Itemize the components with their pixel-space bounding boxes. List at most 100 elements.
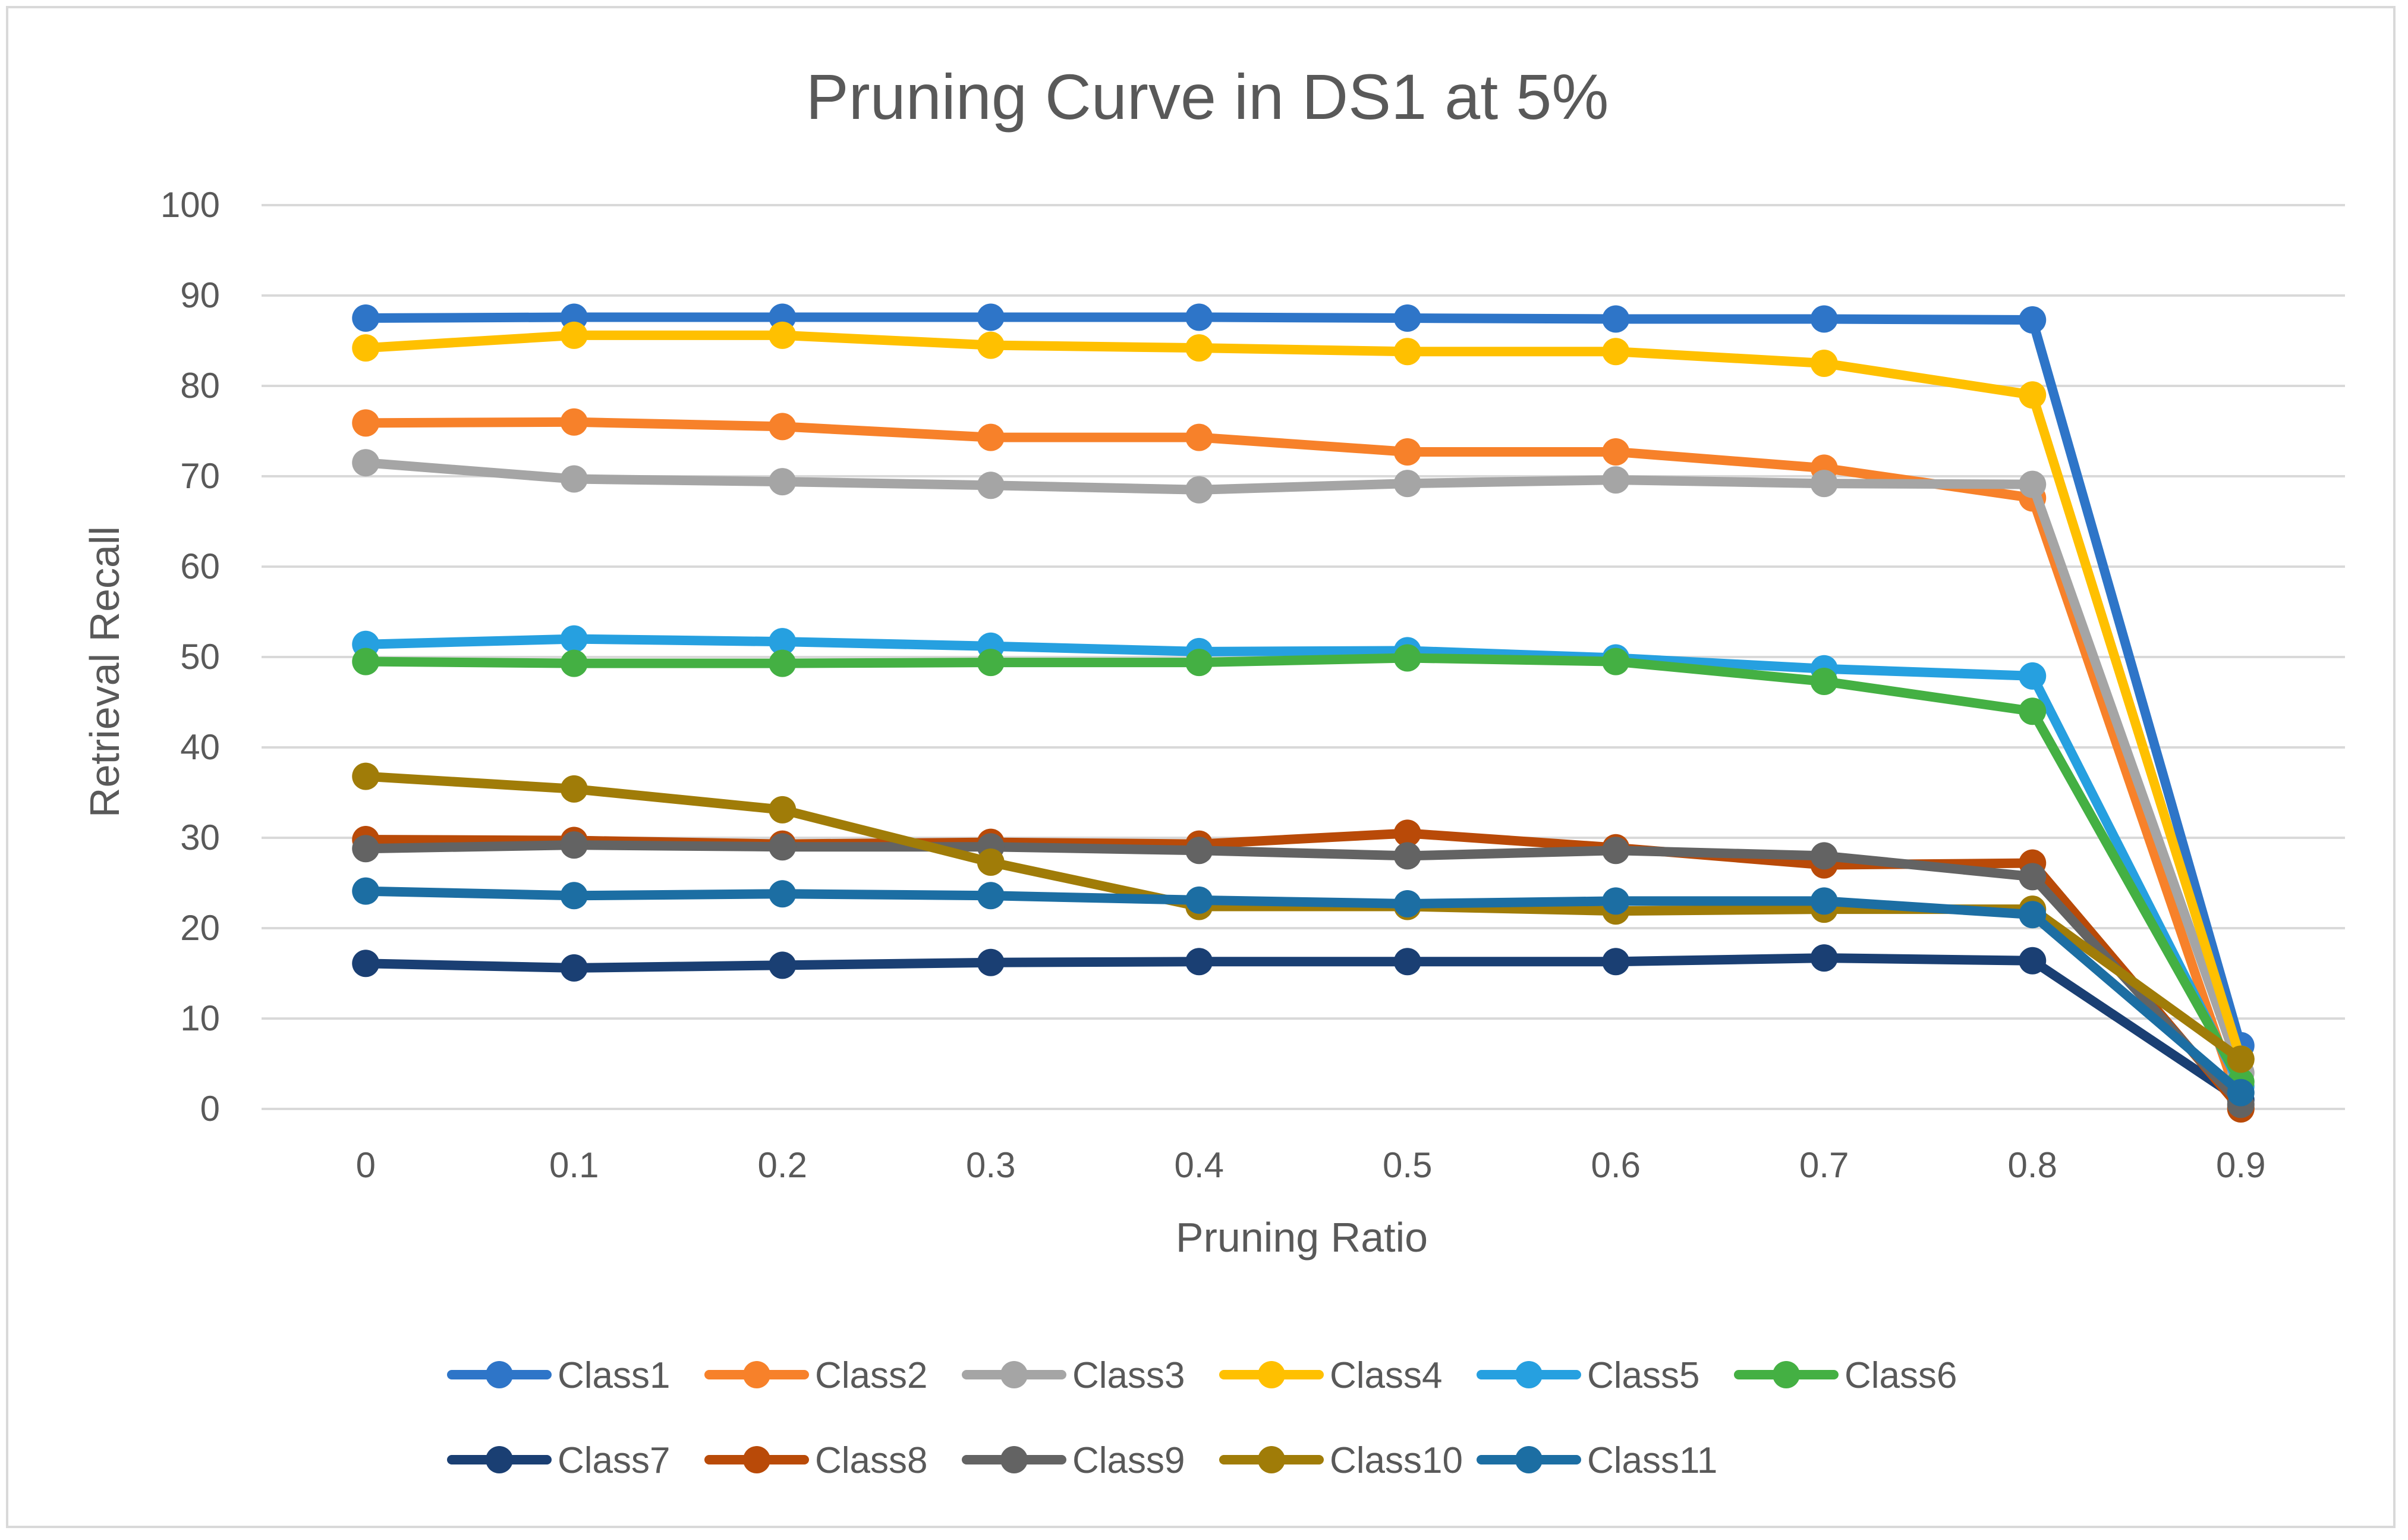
data-point — [560, 775, 588, 803]
y-tick-label: 60 — [180, 546, 220, 586]
y-tick-label: 50 — [180, 637, 220, 677]
legend-swatch-marker — [1773, 1361, 1800, 1388]
data-point — [1393, 842, 1421, 870]
y-tick-label: 100 — [160, 185, 220, 225]
data-point — [1393, 948, 1421, 976]
data-point — [2227, 1045, 2255, 1073]
y-tick-label: 90 — [180, 275, 220, 315]
data-point — [1185, 476, 1213, 504]
legend-label: Class4 — [1330, 1355, 1443, 1396]
data-point — [1810, 350, 1838, 377]
data-point — [560, 408, 588, 436]
legend-label: Class3 — [1072, 1355, 1185, 1396]
legend-item-class9[interactable]: Class9 — [962, 1440, 1185, 1481]
data-point — [352, 950, 380, 978]
legend-item-class4[interactable]: Class4 — [1219, 1355, 1443, 1396]
series-class3 — [352, 449, 2255, 1087]
data-point — [352, 648, 380, 675]
legend-swatch-marker — [1258, 1446, 1285, 1473]
x-tick-label: 0.1 — [549, 1145, 599, 1185]
data-point — [769, 649, 797, 677]
data-point — [1185, 948, 1213, 976]
data-point — [2227, 1079, 2255, 1107]
data-point — [977, 882, 1005, 910]
data-point — [1602, 305, 1630, 333]
legend-swatch-marker — [1515, 1446, 1543, 1473]
legend-item-class10[interactable]: Class10 — [1219, 1440, 1463, 1481]
y-axis-title: Retrieval Recall — [81, 526, 128, 818]
series-line-class9 — [361, 840, 2246, 1110]
data-point — [2019, 947, 2047, 975]
series-class6 — [352, 644, 2255, 1096]
data-point — [1185, 886, 1213, 914]
legend-item-class11[interactable]: Class11 — [1477, 1440, 1717, 1481]
series-line-class5 — [361, 634, 2246, 1091]
data-point — [769, 833, 797, 861]
data-point — [1393, 819, 1421, 847]
data-point — [352, 835, 380, 863]
x-tick-label: 0 — [356, 1145, 376, 1185]
series-line-class11 — [361, 886, 2246, 1098]
data-point — [1185, 837, 1213, 865]
gridlines — [262, 204, 2345, 1110]
data-point — [2019, 306, 2047, 334]
legend-item-class1[interactable]: Class1 — [447, 1355, 671, 1396]
legend-item-class8[interactable]: Class8 — [704, 1440, 928, 1481]
legend-swatch-marker — [1258, 1361, 1285, 1388]
legend-item-class7[interactable]: Class7 — [447, 1440, 671, 1481]
series-line-class7 — [361, 953, 2246, 1105]
legend-label: Class11 — [1587, 1440, 1717, 1481]
legend-swatch-marker — [1515, 1361, 1543, 1388]
series-class2 — [352, 408, 2255, 1121]
legend-label: Class6 — [1844, 1355, 1957, 1396]
data-point — [1810, 668, 1838, 696]
data-point — [1185, 649, 1213, 677]
legend: Class1 Class2 Class3 Class4 Class5 Class6 Clas… — [447, 1355, 1957, 1481]
data-point — [352, 449, 380, 477]
data-point — [560, 321, 588, 349]
series-class9 — [352, 831, 2255, 1118]
legend-item-class2[interactable]: Class2 — [704, 1355, 928, 1396]
x-tick-label: 0.9 — [2216, 1145, 2265, 1185]
data-point — [977, 948, 1005, 976]
data-point — [560, 831, 588, 859]
data-point — [560, 465, 588, 493]
data-point — [1393, 644, 1421, 672]
data-point — [1393, 890, 1421, 917]
series-line-class3 — [361, 458, 2246, 1078]
legend-label: Class7 — [558, 1440, 671, 1481]
data-point — [2019, 470, 2047, 498]
y-tick-label: 70 — [180, 456, 220, 496]
data-point — [352, 877, 380, 905]
x-tick-label: 0.7 — [1799, 1145, 1849, 1185]
series-line-class6 — [361, 653, 2246, 1087]
data-point — [1602, 948, 1630, 976]
data-point — [1602, 438, 1630, 466]
data-point — [352, 334, 380, 362]
series-class11 — [352, 877, 2255, 1107]
data-point — [769, 468, 797, 496]
series-class1 — [352, 303, 2255, 1060]
series-line-class10 — [361, 771, 2246, 1064]
data-point — [560, 625, 588, 653]
data-point — [1393, 438, 1421, 466]
legend-item-class6[interactable]: Class6 — [1734, 1355, 1957, 1396]
data-point — [2019, 381, 2047, 409]
data-point — [560, 882, 588, 910]
data-point — [1810, 470, 1838, 498]
legend-swatch-marker — [1000, 1361, 1028, 1388]
x-tick-label: 0.5 — [1383, 1145, 1432, 1185]
data-point — [2019, 901, 2047, 929]
data-point — [1810, 887, 1838, 915]
x-axis-ticks: 0 0.1 0.2 0.3 0.4 0.5 0.6 0.7 0.8 0.9 — [356, 1145, 2266, 1185]
data-point — [352, 409, 380, 437]
y-tick-label: 10 — [180, 998, 220, 1038]
legend-item-class5[interactable]: Class5 — [1477, 1355, 1700, 1396]
data-point — [1602, 887, 1630, 915]
data-point — [1393, 470, 1421, 498]
x-axis-title: Pruning Ratio — [1176, 1214, 1428, 1261]
data-point — [2019, 863, 2047, 891]
legend-label: Class2 — [815, 1355, 928, 1396]
legend-item-class3[interactable]: Class3 — [962, 1355, 1185, 1396]
